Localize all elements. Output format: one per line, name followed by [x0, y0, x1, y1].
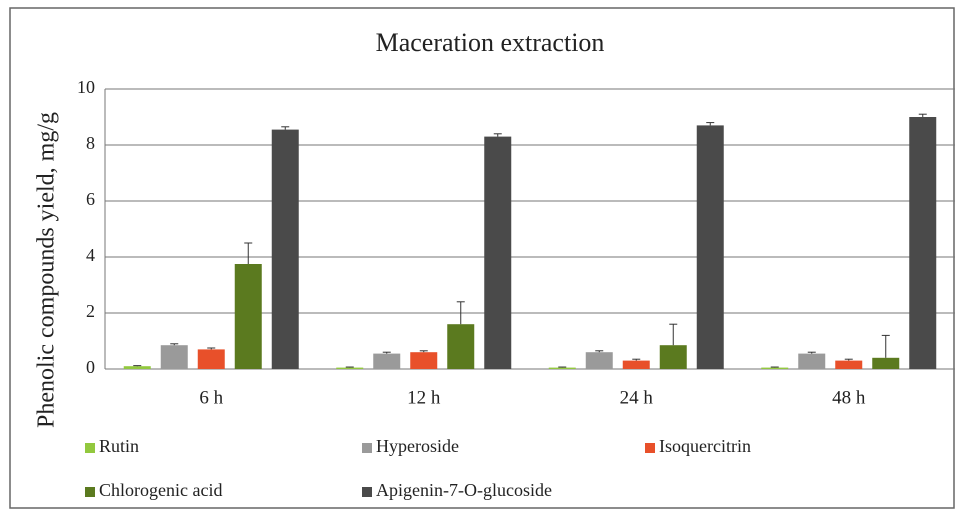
error-bar	[345, 366, 354, 368]
bar	[548, 367, 576, 369]
error-bar	[558, 366, 567, 368]
legend-label: Hyperoside	[376, 436, 459, 456]
chart-title: Maceration extraction	[376, 28, 605, 57]
bar	[484, 136, 512, 369]
x-tick-label: 12 h	[407, 387, 441, 408]
error-bar	[706, 122, 715, 126]
bar	[410, 352, 438, 369]
error-bar	[456, 301, 465, 325]
error-bar	[770, 366, 779, 368]
error-bar	[881, 334, 890, 358]
error-bar	[807, 351, 816, 354]
error-bar	[918, 113, 927, 117]
bar	[835, 360, 863, 369]
x-tick-label: 48 h	[832, 387, 866, 408]
error-bar	[595, 350, 604, 353]
legend-swatch	[362, 443, 372, 453]
error-bar	[207, 347, 216, 350]
bar	[160, 345, 188, 369]
bar	[696, 125, 724, 370]
error-bar	[419, 350, 428, 353]
y-tick-label: 6	[86, 189, 95, 209]
x-tick-label: 24 h	[620, 387, 654, 408]
bar	[271, 129, 299, 369]
legend-label: Isoquercitrin	[659, 436, 751, 456]
bar	[585, 352, 613, 369]
bar	[659, 345, 687, 369]
error-bar	[382, 351, 391, 354]
error-bar	[493, 133, 502, 137]
bar	[909, 117, 937, 369]
legend-swatch	[85, 443, 95, 453]
error-bar	[844, 358, 853, 361]
error-bar	[133, 365, 142, 367]
y-tick-label: 4	[86, 245, 95, 265]
legend-swatch	[645, 443, 655, 453]
legend-label: Apigenin-7-O-glucoside	[376, 480, 552, 500]
x-tick-label: 6 h	[199, 387, 223, 408]
bar	[373, 353, 401, 369]
error-bar	[632, 358, 641, 361]
bar	[336, 367, 364, 369]
legend-swatch	[362, 487, 372, 497]
error-bar	[244, 242, 253, 264]
legend-swatch	[85, 487, 95, 497]
bar	[761, 367, 789, 369]
bar	[622, 360, 650, 369]
bar	[872, 357, 900, 369]
legend-label: Rutin	[99, 436, 139, 456]
legend-label: Chlorogenic acid	[99, 480, 222, 500]
bar	[234, 264, 262, 369]
y-tick-label: 2	[86, 301, 95, 321]
bar	[123, 366, 151, 369]
y-tick-label: 8	[86, 133, 95, 153]
bar	[197, 349, 225, 369]
y-tick-label: 0	[86, 357, 95, 377]
y-tick-label: 10	[77, 77, 95, 97]
frame	[9, 7, 955, 509]
error-bar	[669, 323, 678, 346]
bar	[447, 324, 475, 369]
error-bar	[281, 126, 290, 130]
bar	[798, 353, 826, 369]
y-axis-label: Phenolic compounds yield, mg/g	[34, 112, 60, 428]
error-bar	[170, 343, 179, 346]
